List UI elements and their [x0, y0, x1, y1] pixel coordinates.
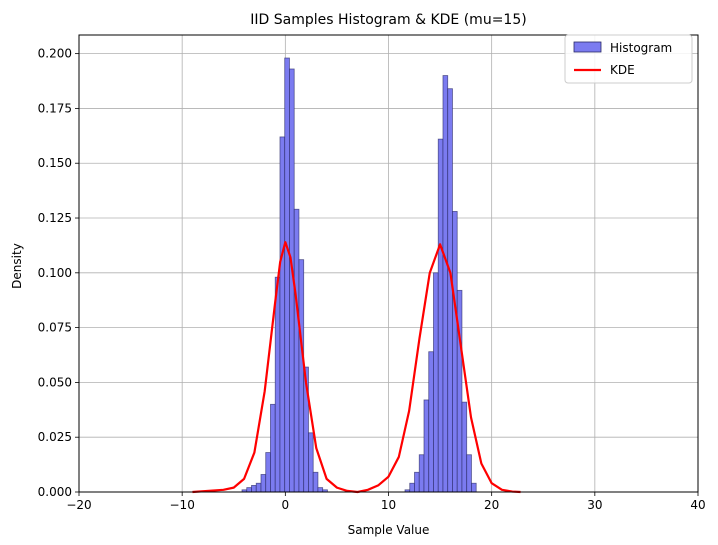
- y-tick-label: 0.150: [38, 156, 72, 170]
- histogram-bar: [433, 272, 439, 493]
- histogram-bar: [274, 276, 281, 493]
- histogram-bar: [255, 482, 262, 493]
- x-axis-ticks: −20 −10 0 10 20 30 40: [66, 492, 706, 512]
- x-axis-label: Sample Value: [348, 523, 430, 537]
- y-axis-ticks: 0.000 0.025 0.050 0.075 0.100 0.125 0.150 0.175…: [38, 47, 79, 499]
- histogram-bar: [298, 259, 305, 493]
- histogram-bar: [312, 471, 319, 493]
- histogram-bar: [284, 57, 290, 493]
- x-tick-label: 10: [381, 498, 396, 512]
- histogram-bar: [447, 88, 453, 493]
- histogram-bar: [279, 136, 286, 493]
- histogram-bar: [414, 471, 420, 493]
- histogram-bar: [270, 403, 276, 493]
- histogram-bar: [246, 487, 252, 493]
- histogram-bar: [428, 351, 434, 493]
- y-tick-label: 0.125: [38, 211, 72, 225]
- y-tick-label: 0.100: [38, 266, 72, 280]
- histogram-bar: [418, 454, 425, 493]
- y-tick-label: 0.075: [38, 321, 72, 335]
- y-tick-label: 0.000: [38, 485, 72, 499]
- histogram-bar: [409, 482, 415, 493]
- histogram-bar: [461, 401, 468, 493]
- histogram-bar: [437, 138, 444, 493]
- histogram-bar: [442, 75, 449, 493]
- histogram-bar: [308, 432, 314, 493]
- histogram-bar: [466, 454, 472, 493]
- x-tick-label: −10: [170, 498, 195, 512]
- histogram-bar: [423, 399, 430, 493]
- legend-histogram-label: Histogram: [610, 41, 672, 55]
- histogram-bar: [260, 474, 267, 493]
- legend-kde-label: KDE: [610, 63, 635, 77]
- histogram-bar: [317, 487, 324, 493]
- histogram-bar: [452, 211, 458, 493]
- y-tick-label: 0.050: [38, 375, 72, 389]
- x-tick-label: 0: [282, 498, 290, 512]
- x-tick-label: 40: [690, 498, 705, 512]
- histogram-bar: [471, 482, 477, 493]
- histogram-bar: [251, 485, 257, 493]
- legend-histogram-swatch: [573, 41, 602, 53]
- y-tick-label: 0.025: [38, 430, 72, 444]
- histogram-bar: [265, 452, 271, 493]
- histogram-bar: [293, 208, 300, 493]
- chart-title: IID Samples Histogram & KDE (mu=15): [250, 12, 526, 28]
- y-tick-label: 0.200: [38, 47, 72, 61]
- x-tick-label: 30: [587, 498, 602, 512]
- x-tick-label: −20: [66, 498, 91, 512]
- legend: Histogram KDE: [564, 34, 693, 84]
- x-tick-label: 20: [484, 498, 499, 512]
- y-tick-label: 0.175: [38, 101, 72, 115]
- y-axis-label: Density: [10, 243, 24, 289]
